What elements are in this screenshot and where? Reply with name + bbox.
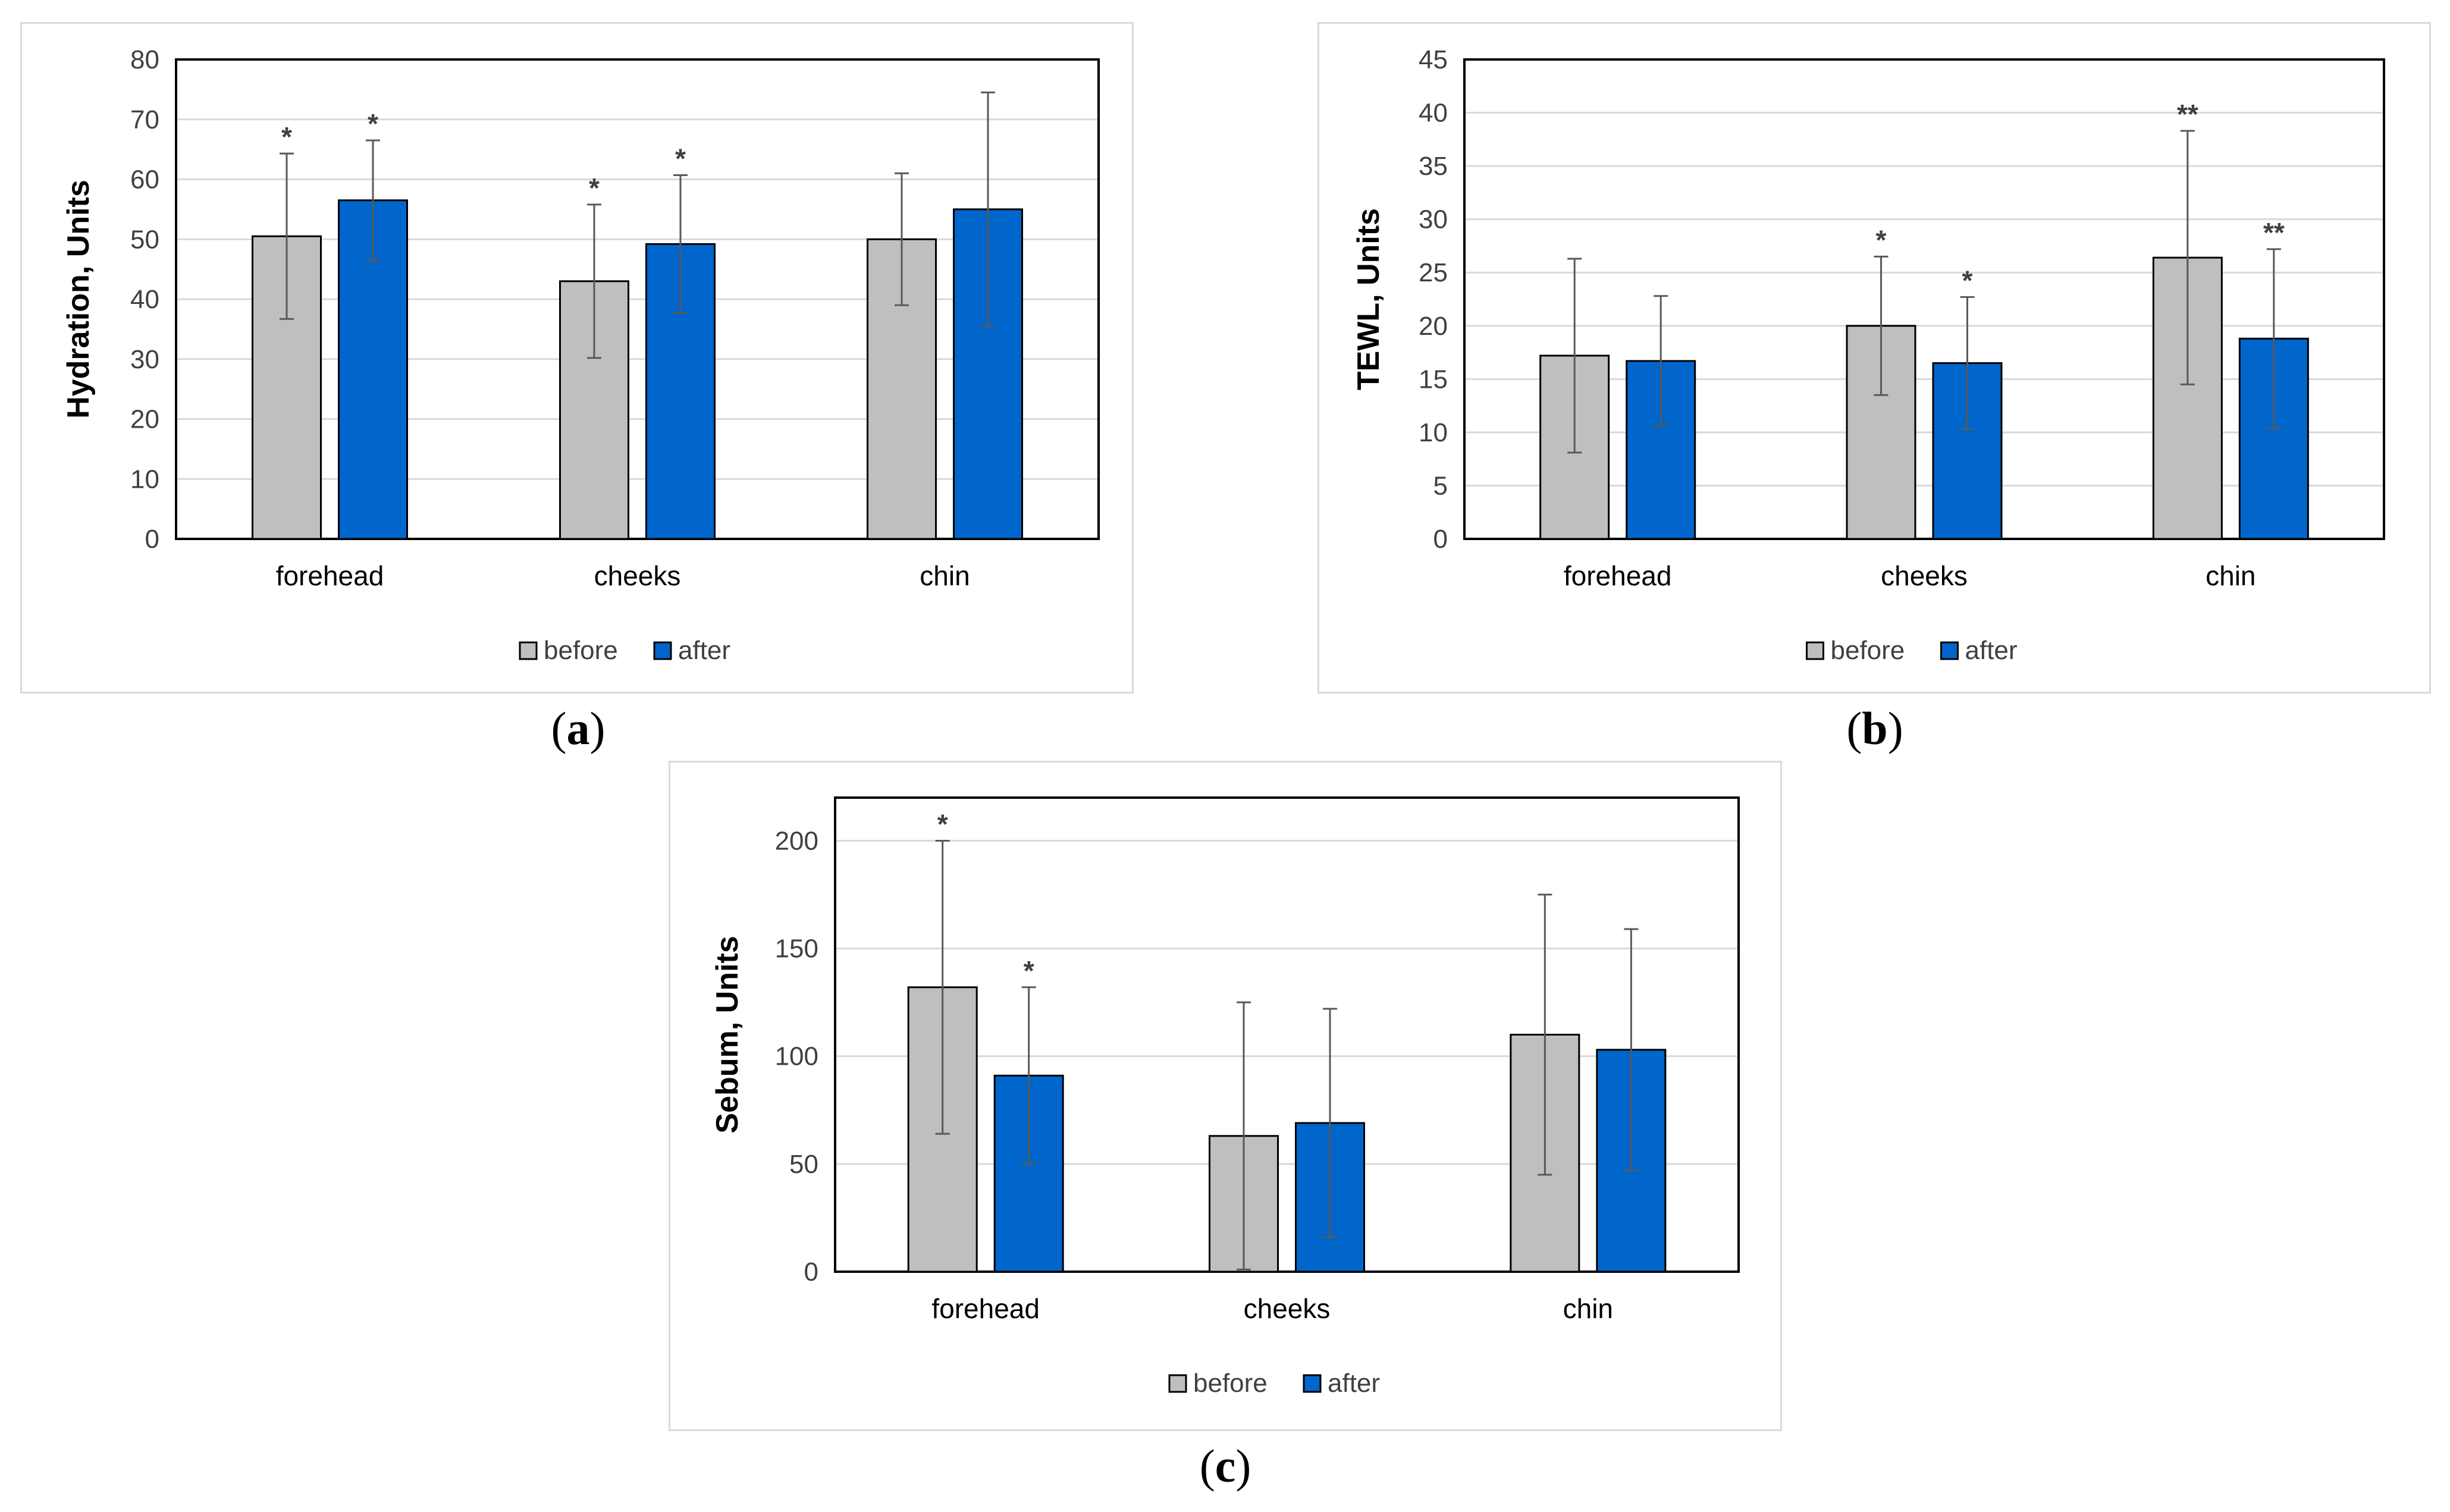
legend-label-c-after: after [1328, 1369, 1380, 1398]
y-tick-label-c-3: 150 [775, 934, 818, 964]
category-label-c-cheeks: cheeks [1244, 1293, 1331, 1324]
category-label-b-chin: chin [2206, 560, 2255, 591]
y-tick-label-a-0: 0 [145, 525, 159, 554]
y-tick-label-c-0: 0 [804, 1257, 818, 1287]
legend-label-b-before: before [1831, 636, 1905, 665]
y-tick-label-a-1: 10 [130, 465, 159, 494]
legend-swatch-c-after [1303, 1374, 1322, 1393]
plot-frame-c [834, 796, 1740, 1273]
significance-mark-b-chin-before: ** [2177, 99, 2198, 130]
y-tick-label-b-1: 5 [1433, 471, 1448, 500]
category-label-a-chin: chin [920, 560, 970, 591]
y-tick-label-b-7: 35 [1419, 152, 1448, 181]
significance-mark-a-forehead-before: * [281, 121, 292, 152]
category-label-c-forehead: forehead [931, 1293, 1040, 1324]
chart-panel-b: 0 5 10 15 20 25 30 35 40 45 TEWL, Units forehead * * c… [1317, 22, 2431, 694]
caption-b-letter: b [1862, 702, 1888, 754]
y-tick-label-a-2: 20 [130, 405, 159, 434]
y-tick-label-a-8: 80 [130, 45, 159, 74]
y-tick-label-a-3: 30 [130, 345, 159, 374]
y-tick-label-a-4: 40 [130, 285, 159, 314]
category-label-c-chin: chin [1563, 1293, 1613, 1324]
legend-swatch-b-before [1806, 641, 1824, 660]
significance-mark-c-forehead-before: * [937, 808, 948, 839]
significance-mark-b-cheeks-before: * [1876, 224, 1887, 255]
y-tick-label-a-5: 50 [130, 225, 159, 254]
legend-label-a-after: after [678, 636, 730, 665]
legend-swatch-a-after [653, 641, 672, 660]
category-label-a-forehead: forehead [276, 560, 384, 591]
y-tick-label-a-7: 70 [130, 105, 159, 134]
y-tick-label-b-5: 25 [1419, 258, 1448, 287]
significance-mark-a-forehead-after: * [368, 108, 378, 139]
caption-c-letter: c [1215, 1440, 1236, 1492]
y-tick-label-c-1: 50 [789, 1150, 818, 1179]
chart-a-svg: 0 10 20 30 40 50 60 70 80 Hydration, Units * * foreh… [61, 45, 1100, 665]
legend-label-c-before: before [1193, 1369, 1268, 1398]
category-label-b-forehead: forehead [1564, 560, 1672, 591]
y-axis-label-a: Hydration, Units [61, 180, 96, 419]
significance-mark-c-forehead-after: * [1024, 955, 1034, 986]
category-label-a-cheeks: cheeks [594, 560, 681, 591]
plot-frame-b [1463, 58, 2385, 540]
legend-swatch-c-before [1168, 1374, 1187, 1393]
caption-b: (b) [1846, 702, 1903, 754]
caption-c: (c) [1199, 1440, 1251, 1492]
caption-a: (a) [551, 702, 606, 754]
category-label-b-cheeks: cheeks [1881, 560, 1968, 591]
y-tick-label-b-2: 10 [1419, 418, 1448, 447]
y-tick-label-c-2: 100 [775, 1042, 818, 1071]
y-tick-label-b-4: 20 [1419, 312, 1448, 341]
significance-mark-b-cheeks-after: * [1962, 265, 1973, 296]
y-tick-label-c-4: 200 [775, 826, 818, 855]
chart-panel-c: 0 50 100 150 200 Sebum, Units * * forehead cheeks… [669, 761, 1782, 1431]
y-tick-label-b-3: 15 [1419, 365, 1448, 394]
chart-panel-a: 0 10 20 30 40 50 60 70 80 Hydration, Units * * foreh… [20, 22, 1134, 694]
legend-swatch-b-after [1940, 641, 1959, 660]
y-axis-label-b: TEWL, Units [1351, 208, 1386, 390]
y-tick-label-b-9: 45 [1419, 45, 1448, 74]
significance-mark-a-cheeks-before: * [589, 172, 600, 203]
chart-c-svg: 0 50 100 150 200 Sebum, Units * * forehead cheeks… [710, 796, 1740, 1398]
y-tick-label-b-8: 40 [1419, 99, 1448, 128]
plot-frame-a [175, 58, 1100, 540]
y-tick-label-a-6: 60 [130, 165, 159, 195]
y-axis-label-c: Sebum, Units [710, 936, 745, 1133]
y-tick-label-b-0: 0 [1433, 525, 1448, 554]
legend-label-b-after: after [1965, 636, 2018, 665]
legend-swatch-a-before [519, 641, 538, 660]
significance-mark-a-cheeks-after: * [675, 143, 686, 174]
significance-mark-b-chin-after: ** [2263, 217, 2285, 248]
caption-a-letter: a [566, 702, 590, 754]
legend-label-a-before: before [544, 636, 618, 665]
y-tick-label-b-6: 30 [1419, 205, 1448, 234]
